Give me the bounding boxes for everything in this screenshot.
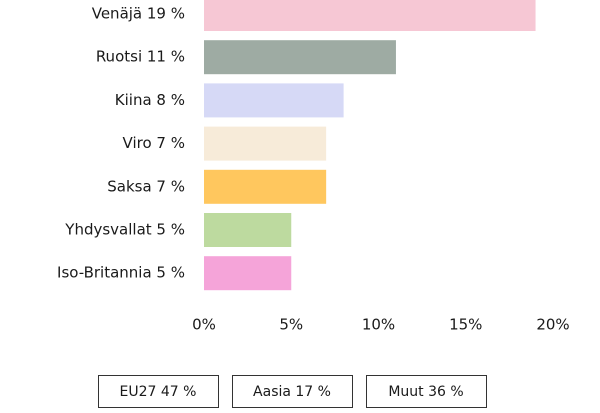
x-tick-label: 20% [536, 316, 569, 334]
bar [204, 169, 327, 204]
bar [204, 126, 327, 161]
category-label: Kiina 8 % [115, 91, 185, 109]
x-tick-label: 15% [449, 316, 482, 334]
bar [204, 256, 292, 291]
x-tick-label: 5% [279, 316, 303, 334]
summary-label: Muut 36 % [388, 384, 463, 400]
bar [204, 40, 396, 75]
x-tick-label: 0% [192, 316, 216, 334]
bar [204, 213, 292, 247]
category-label: Saksa 7 % [107, 177, 185, 195]
summary-label: EU27 47 % [120, 384, 197, 400]
summary-label: Aasia 17 % [253, 384, 331, 400]
summary-box [98, 375, 219, 408]
category-label: Viro 7 % [123, 134, 185, 152]
category-label: Ruotsi 11 % [96, 48, 185, 66]
summary-box [366, 375, 487, 408]
category-label: Venäjä 19 % [92, 5, 185, 23]
summary-box [232, 375, 353, 408]
category-label: Iso-Britannia 5 % [57, 264, 185, 282]
x-tick-label: 10% [362, 316, 395, 334]
category-label: Yhdysvallat 5 % [64, 221, 185, 239]
bar [204, 83, 344, 118]
bar [204, 0, 536, 31]
